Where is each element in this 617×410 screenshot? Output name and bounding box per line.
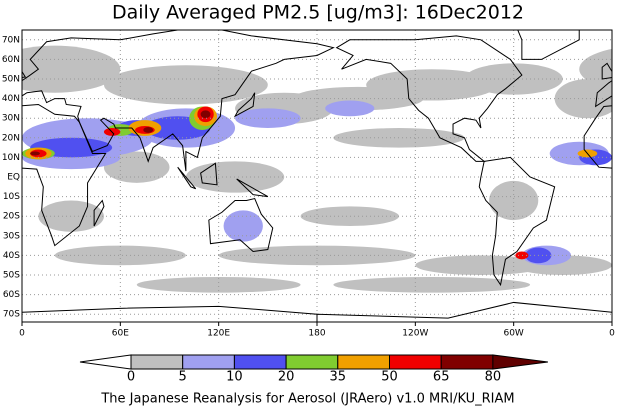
lon-label: 0 <box>609 329 615 339</box>
coastline <box>236 178 269 198</box>
colorbar-segment <box>285 354 339 370</box>
lat-label: EQ <box>7 173 20 183</box>
pollution-area <box>300 206 399 226</box>
lat-label: 40S <box>3 251 20 261</box>
pollution-area <box>103 65 268 105</box>
coastline <box>177 166 197 190</box>
lat-label: 20N <box>2 133 20 143</box>
lat-label: 20S <box>3 212 20 222</box>
graticule <box>22 30 612 322</box>
lon-label: 120E <box>207 329 230 339</box>
footer: The Japanese Reanalysis for Aerosol (JRA… <box>100 392 514 407</box>
pollution-area <box>136 276 301 293</box>
coastline <box>93 199 105 227</box>
lat-label: 50S <box>3 271 20 281</box>
pollution-area <box>235 108 301 128</box>
pollution-area <box>515 251 529 260</box>
pollution-area <box>30 151 41 156</box>
colorbar-arrow <box>492 354 548 370</box>
colorbar-segment <box>389 354 442 370</box>
colorbar-label: 80 <box>485 370 502 385</box>
lat-label: 30N <box>2 114 20 124</box>
pollution-area <box>223 210 263 242</box>
colorbar-label: 0 <box>127 370 135 385</box>
coastline <box>200 162 218 186</box>
lon-label: 60E <box>112 329 129 339</box>
pollution-area <box>54 245 186 266</box>
colorbar-label: 10 <box>226 370 243 385</box>
coastlines <box>22 30 612 322</box>
lon-label: 60W <box>503 329 523 339</box>
lon-label: 120W <box>402 329 428 339</box>
lat-label: 50N <box>2 75 20 85</box>
pollution-area <box>325 100 375 117</box>
pollution-area <box>366 69 498 101</box>
pollution-area <box>103 151 170 183</box>
coastline <box>233 92 256 118</box>
coastline <box>601 62 612 80</box>
coastline <box>517 30 580 60</box>
lat-label: 60N <box>2 55 20 65</box>
colorbar-label: 65 <box>433 370 450 385</box>
colorbar-label: 50 <box>381 370 398 385</box>
pollution-area <box>38 200 104 232</box>
coastline <box>22 30 335 172</box>
colorbar-label: 5 <box>179 370 187 385</box>
pollution-area <box>554 79 612 119</box>
coastline <box>316 301 612 322</box>
coastline <box>22 103 107 247</box>
title: Daily Averaged PM2.5 [ug/m3]: 16Dec2012 <box>112 2 524 24</box>
pollution-area <box>489 180 539 221</box>
colorbar-label: 20 <box>278 370 295 385</box>
lat-label: 10N <box>2 153 20 163</box>
lat-label: 70S <box>3 310 20 320</box>
lat-label: 40N <box>2 94 20 104</box>
pollution-area <box>200 110 211 119</box>
pollution-area <box>143 127 154 133</box>
pollution-area <box>218 245 416 266</box>
pollution-area <box>612 146 617 170</box>
lat-label: 60S <box>3 290 20 300</box>
lon-label: 180 <box>308 329 325 339</box>
coastline <box>478 156 556 287</box>
pollution-area <box>612 118 617 157</box>
colorbar-label: 35 <box>330 370 347 385</box>
colorbar-segment <box>337 354 390 370</box>
colorbar-segment <box>440 354 494 370</box>
pollution-area <box>185 161 285 193</box>
pollution-area <box>612 148 617 160</box>
colorbar: 0 5 10 20 35 50 65 80 <box>79 354 548 385</box>
lon-label: 0 <box>19 329 25 339</box>
coastline <box>335 35 523 162</box>
coastline <box>22 305 318 322</box>
colorbar-segment <box>182 354 235 370</box>
pollution-area <box>22 45 121 93</box>
lat-label: 10S <box>3 192 20 202</box>
lat-label: 70N <box>2 35 20 45</box>
lat-label: 30S <box>3 231 20 241</box>
colorbar-segment <box>130 354 184 370</box>
colorbar-arrow <box>79 354 132 370</box>
colorbar-segment <box>233 354 287 370</box>
coastline <box>208 197 274 253</box>
pollution-area <box>333 276 531 293</box>
